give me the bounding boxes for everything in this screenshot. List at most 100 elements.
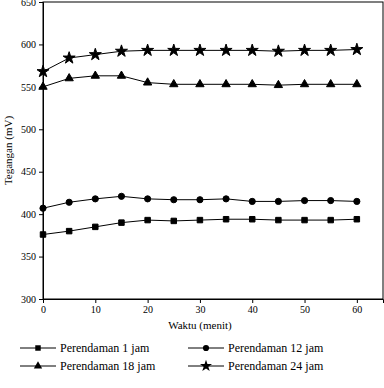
y-tick-mark — [39, 129, 43, 130]
plot: 0102030405060300350400450500550600650 — [21, 0, 384, 315]
x-tick: 50 — [300, 299, 310, 315]
y-tick-label: 600 — [21, 39, 36, 50]
legend-entry: Perendaman 12 jam — [188, 341, 324, 355]
marker — [145, 196, 151, 202]
marker — [115, 45, 127, 56]
y-tick: 300 — [21, 294, 43, 305]
marker — [39, 82, 47, 89]
x-tick-label: 20 — [143, 304, 153, 315]
marker — [170, 80, 178, 87]
y-tick-label: 650 — [21, 0, 36, 8]
y-axis: 300350400450500550600650 — [21, 0, 44, 305]
marker — [118, 193, 124, 199]
marker — [300, 80, 308, 87]
marker — [40, 232, 45, 237]
x-tick-mark — [200, 299, 201, 303]
marker — [249, 216, 254, 221]
marker — [327, 80, 335, 87]
marker — [66, 199, 72, 205]
y-axis-line — [39, 3, 44, 300]
plot-frame — [43, 2, 383, 299]
marker — [145, 217, 150, 222]
legend: Perendaman 1 jam Perendaman 12 jam Perenda… — [20, 341, 324, 373]
marker — [354, 216, 359, 221]
y-tick-mark — [39, 2, 43, 3]
marker — [223, 216, 228, 221]
marker — [302, 217, 307, 222]
marker — [37, 65, 49, 76]
x-axis-line — [44, 300, 384, 304]
y-tick: 600 — [21, 39, 43, 50]
x-tick: 20 — [143, 299, 153, 315]
x-tick-mark — [252, 299, 253, 303]
y-tick: 400 — [21, 209, 43, 220]
x-axis: 0102030405060 — [41, 299, 384, 315]
y-tick: 450 — [21, 166, 43, 177]
marker — [142, 44, 154, 55]
x-tick: 10 — [91, 299, 101, 315]
marker — [351, 43, 363, 54]
x-tick-label: 60 — [352, 304, 362, 315]
marker — [223, 196, 229, 202]
marker — [117, 71, 125, 78]
marker — [91, 71, 99, 78]
x-tick-mark — [95, 299, 96, 303]
y-tick: 500 — [21, 124, 43, 135]
legend-label: Perendaman 1 jam — [60, 341, 150, 355]
x-tick-label: 30 — [195, 304, 205, 315]
marker — [248, 80, 256, 87]
marker — [40, 205, 46, 211]
legend-marker — [200, 360, 212, 371]
y-tick-label: 300 — [21, 294, 36, 305]
marker — [197, 197, 203, 203]
legend-marker — [35, 345, 40, 350]
marker — [92, 196, 98, 202]
y-tick-label: 350 — [21, 251, 36, 262]
y-tick-mark — [39, 44, 43, 45]
y-tick-mark — [39, 214, 43, 215]
marker — [325, 44, 337, 55]
marker — [354, 198, 360, 204]
marker — [171, 197, 177, 203]
chart: 0102030405060300350400450500550600650Wak… — [0, 0, 384, 388]
legend-label: Perendaman 18 jam — [60, 359, 156, 373]
marker — [168, 44, 180, 55]
legend-marker — [203, 345, 209, 351]
legend-label: Perendaman 24 jam — [228, 359, 324, 373]
marker — [274, 80, 282, 87]
x-tick-label: 10 — [91, 304, 101, 315]
marker — [63, 52, 75, 63]
marker — [222, 80, 230, 87]
marker — [171, 218, 176, 223]
x-tick: 0 — [41, 299, 46, 315]
series-line — [43, 196, 357, 208]
x-tick-mark — [357, 299, 358, 303]
marker — [197, 217, 202, 222]
marker — [196, 80, 204, 87]
y-tick-label: 400 — [21, 209, 36, 220]
marker — [299, 44, 311, 55]
y-tick-mark — [39, 299, 43, 300]
legend-entry: Perendaman 18 jam — [20, 359, 156, 373]
x-axis-title: Waktu (menit) — [168, 319, 232, 332]
marker — [353, 80, 361, 87]
y-tick-label: 500 — [21, 124, 36, 135]
legend-marker — [34, 361, 42, 368]
marker — [93, 224, 98, 229]
y-tick-mark — [39, 172, 43, 173]
x-tick-mark — [305, 299, 306, 303]
legend-label: Perendaman 12 jam — [228, 341, 324, 355]
y-axis-title: Tegangan (mV) — [2, 116, 15, 186]
marker — [249, 198, 255, 204]
marker — [66, 228, 71, 233]
x-tick: 60 — [352, 299, 362, 315]
y-tick: 350 — [21, 251, 43, 262]
marker — [272, 45, 284, 56]
marker — [328, 217, 333, 222]
marker — [119, 220, 124, 225]
marker — [276, 217, 281, 222]
marker — [194, 44, 206, 55]
marker — [65, 74, 73, 81]
x-tick-label: 50 — [300, 304, 310, 315]
marker — [220, 44, 232, 55]
